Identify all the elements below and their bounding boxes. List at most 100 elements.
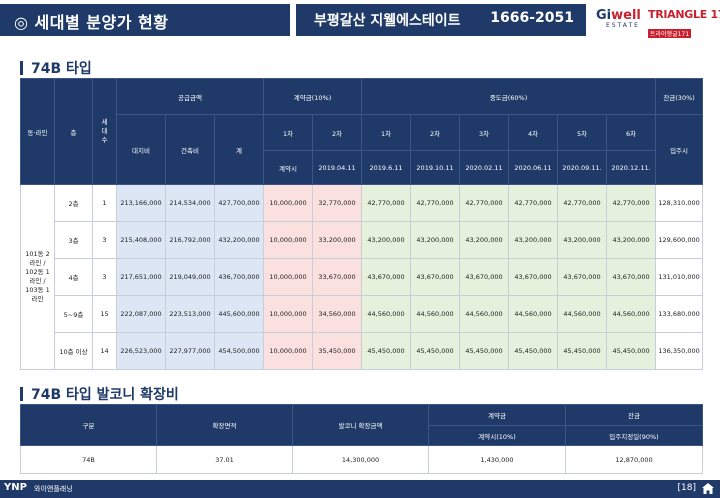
balcony-header-balance-sub: 입주지정일(90%) <box>565 425 703 446</box>
project-name: 부평갈산 지웰에스테이트 <box>314 13 461 29</box>
header-land-cost: 대지비 <box>116 114 166 185</box>
header-middle: 중도금(60%) <box>361 78 657 115</box>
middle3-cell: 43,200,000 <box>459 221 510 259</box>
count-cell: 15 <box>92 295 117 333</box>
middle6-cell: 43,670,000 <box>606 258 657 296</box>
count-cell: 3 <box>92 221 117 259</box>
land-cell: 213,166,000 <box>116 184 166 222</box>
balance-cell: 136,350,000 <box>655 332 704 370</box>
deposit2-cell: 33,670,000 <box>312 258 363 296</box>
balcony-header-deposit-sub: 계약시(10%) <box>428 425 566 446</box>
balcony-header-deposit: 계약금 <box>428 404 566 426</box>
middle1-cell: 45,450,000 <box>361 332 412 370</box>
section-title-text: 74B 타입 발코니 확장비 <box>31 387 179 403</box>
balcony-header-balance: 잔금 <box>565 404 703 426</box>
header-deposit-1: 1차 <box>263 114 314 151</box>
gwell-logo-sub: ESTATE <box>606 22 640 29</box>
header-middle-date-2: 2019.10.11 <box>410 150 461 185</box>
floor-cell: 10층 이상 <box>54 332 93 370</box>
middle5-cell: 42,770,000 <box>557 184 608 222</box>
land-cell: 226,523,000 <box>116 332 166 370</box>
home-icon[interactable] <box>702 483 714 494</box>
header-middle-3: 3차 <box>459 114 510 151</box>
table-row: 4층 3 217,651,000 219,049,000 436,700,000… <box>21 258 704 296</box>
middle4-cell: 43,200,000 <box>508 221 559 259</box>
header-middle-2: 2차 <box>410 114 461 151</box>
total-cell: 427,700,000 <box>213 184 265 222</box>
total-cell: 432,200,000 <box>213 221 265 259</box>
middle5-cell: 44,560,000 <box>557 295 608 333</box>
triangle-logo-main: TRIANGLE 171 <box>648 8 720 21</box>
balcony-deposit-cell: 1,430,000 <box>428 445 566 474</box>
header-middle-5: 5차 <box>557 114 608 151</box>
land-cell: 215,408,000 <box>116 221 166 259</box>
header-dong-line: 동·라인 <box>20 78 55 185</box>
balcony-price-cell: 14,300,000 <box>292 445 429 474</box>
table-row: 5~9층 15 222,087,000 223,513,000 445,600,… <box>21 295 704 333</box>
header-supply-total: 계 <box>213 114 265 185</box>
balcony-header-type: 구분 <box>20 404 157 446</box>
header-supply-price: 공급금액 <box>115 78 265 115</box>
table-row: 101동 2라인 / 102동 1라인 / 103동 1라인 2층 1 213,… <box>20 184 704 370</box>
count-cell: 14 <box>92 332 117 370</box>
deposit2-cell: 32,770,000 <box>312 184 363 222</box>
footer: YNP 와이앤플래닝 [18] <box>0 480 720 498</box>
balance-cell: 129,600,000 <box>655 221 704 259</box>
header-middle-6: 6차 <box>606 114 657 151</box>
floor-cell: 2층 <box>54 184 93 222</box>
middle1-cell: 43,670,000 <box>361 258 412 296</box>
table-row: 10층 이상 14 226,523,000 227,977,000 454,50… <box>21 332 704 370</box>
balcony-area-cell: 37.01 <box>156 445 293 474</box>
build-cell: 214,534,000 <box>165 184 215 222</box>
count-cell: 1 <box>92 184 117 222</box>
balance-cell: 133,680,000 <box>655 295 704 333</box>
section-title-74b: 74B 타입 <box>20 58 92 78</box>
build-cell: 219,049,000 <box>165 258 215 296</box>
header-middle-date-6: 2020.12.11. <box>606 150 657 185</box>
build-cell: 223,513,000 <box>165 295 215 333</box>
deposit1-cell: 10,000,000 <box>263 332 314 370</box>
header-project-bar: 부평갈산 지웰에스테이트 1666-2051 <box>296 4 586 36</box>
section-bar-icon <box>20 61 23 75</box>
deposit2-cell: 33,200,000 <box>312 221 363 259</box>
page-number: [18] <box>677 483 696 493</box>
balance-cell: 131,010,000 <box>655 258 704 296</box>
middle4-cell: 42,770,000 <box>508 184 559 222</box>
header-middle-4: 4차 <box>508 114 559 151</box>
header-deposit-2: 2차 <box>312 114 363 151</box>
gwell-logo-main: Gi <box>596 8 612 23</box>
dong-line-cell: 101동 2라인 / 102동 1라인 / 103동 1라인 <box>20 184 55 370</box>
deposit1-cell: 10,000,000 <box>263 258 314 296</box>
middle2-cell: 43,200,000 <box>410 221 461 259</box>
floor-cell: 5~9층 <box>54 295 93 333</box>
page-title: ◎ 세대별 분양가 현황 <box>14 13 169 32</box>
middle1-cell: 42,770,000 <box>361 184 412 222</box>
header-middle-date-3: 2020.02.11 <box>459 150 510 185</box>
floor-cell: 4층 <box>54 258 93 296</box>
table-row: 3층 3 215,408,000 216,792,000 432,200,000… <box>21 221 704 259</box>
middle4-cell: 43,670,000 <box>508 258 559 296</box>
deposit2-cell: 35,450,000 <box>312 332 363 370</box>
header-middle-date-4: 2020.06.11 <box>508 150 559 185</box>
middle6-cell: 44,560,000 <box>606 295 657 333</box>
middle3-cell: 42,770,000 <box>459 184 510 222</box>
header: ◎ 세대별 분양가 현황 부평갈산 지웰에스테이트 1666-2051 Giwe… <box>0 0 720 40</box>
deposit1-cell: 10,000,000 <box>263 184 314 222</box>
middle1-cell: 44,560,000 <box>361 295 412 333</box>
header-title-bar: ◎ 세대별 분양가 현황 <box>0 4 290 36</box>
header-middle-date-1: 2019.6.11 <box>361 150 412 185</box>
triangle-logo-sub: 트라이앵글171 <box>648 29 692 38</box>
table-row: 74B 37.01 14,300,000 1,430,000 12,870,00… <box>20 445 703 474</box>
section-title-balcony: 74B 타입 발코니 확장비 <box>20 384 179 404</box>
middle5-cell: 43,200,000 <box>557 221 608 259</box>
ynp-logo-sub: 와이앤플래닝 <box>34 485 73 493</box>
middle3-cell: 44,560,000 <box>459 295 510 333</box>
middle3-cell: 43,670,000 <box>459 258 510 296</box>
middle3-cell: 45,450,000 <box>459 332 510 370</box>
total-cell: 454,500,000 <box>213 332 265 370</box>
middle4-cell: 45,450,000 <box>508 332 559 370</box>
middle2-cell: 45,450,000 <box>410 332 461 370</box>
land-cell: 222,087,000 <box>116 295 166 333</box>
header-deposit: 계약금(10%) <box>263 78 363 115</box>
build-cell: 216,792,000 <box>165 221 215 259</box>
